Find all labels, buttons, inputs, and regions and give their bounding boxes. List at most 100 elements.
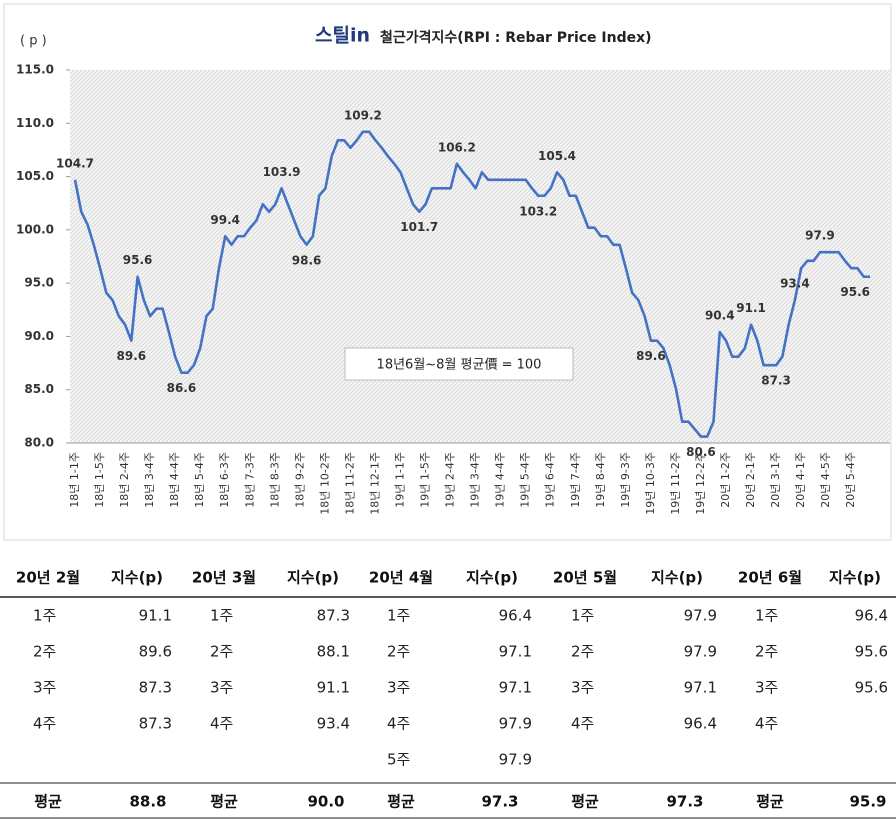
x-tick-label: 18년 5-4주 — [193, 452, 206, 508]
x-tick-label: 19년 6-4주 — [544, 452, 557, 508]
data-label: 99.4 — [210, 213, 240, 227]
x-tick-label: 18년 3-4주 — [143, 452, 156, 508]
index-value: 91.1 — [139, 607, 172, 625]
week-label: 1주 — [33, 607, 56, 625]
week-label: 2주 — [571, 643, 594, 661]
x-tick-label: 20년 1-2주 — [719, 452, 732, 508]
logo: 스틸in — [315, 25, 370, 47]
index-value: 96.4 — [499, 607, 532, 625]
average-label: 평균 — [387, 793, 415, 811]
x-tick-label: 18년 12-1주 — [368, 452, 381, 515]
week-label: 3주 — [33, 679, 56, 697]
x-tick-label: 19년 3-4주 — [469, 452, 482, 508]
data-label: 105.4 — [538, 149, 576, 163]
x-tick-label: 20년 2-1주 — [744, 452, 757, 508]
annotation-box — [344, 347, 574, 381]
data-label: 97.9 — [805, 229, 835, 243]
week-label: 4주 — [571, 715, 594, 733]
x-tick-label: 19년 8-4주 — [594, 452, 607, 508]
index-value: 97.1 — [499, 643, 532, 661]
x-tick-label: 18년 6-3주 — [218, 452, 231, 508]
x-tick-label: 19년 4-4주 — [494, 452, 507, 508]
column-header: 20년 4월 — [369, 569, 433, 587]
data-label: 89.6 — [117, 349, 147, 363]
index-value: 97.9 — [684, 607, 717, 625]
column-header: 20년 3월 — [192, 569, 256, 587]
x-tick-label: 18년 1-1주 — [68, 452, 81, 508]
data-label: 101.7 — [400, 220, 438, 234]
index-value: 97.1 — [499, 679, 532, 697]
x-tick-label: 18년 11-2주 — [343, 452, 356, 515]
chart-border — [3, 3, 892, 541]
week-label: 1주 — [210, 607, 233, 625]
y-tick-label: 85.0 — [24, 382, 54, 396]
y-tick-label: 105.0 — [16, 169, 54, 183]
x-tick-label: 18년 4-4주 — [168, 452, 181, 508]
week-label: 1주 — [755, 607, 778, 625]
index-value: 88.1 — [317, 643, 350, 661]
week-label: 2주 — [755, 643, 778, 661]
data-label: 87.3 — [761, 374, 791, 388]
x-tick-label: 18년 10-2주 — [318, 452, 331, 515]
x-tick-label: 19년 7-4주 — [569, 452, 582, 508]
y-axis-label: ( p ) — [20, 34, 47, 49]
column-header: 지수(p) — [466, 569, 518, 587]
index-value: 87.3 — [139, 679, 172, 697]
column-header: 지수(p) — [829, 569, 881, 587]
x-tick-label: 19년 2-4주 — [444, 452, 457, 508]
average-value: 95.9 — [849, 793, 886, 811]
x-tick-label: 20년 3-1주 — [769, 452, 782, 508]
y-tick-label: 115.0 — [16, 63, 54, 77]
data-label: 90.4 — [705, 309, 735, 323]
column-header: 20년 5월 — [553, 569, 617, 587]
index-value: 96.4 — [855, 607, 888, 625]
data-label: 91.1 — [736, 301, 766, 315]
week-label: 2주 — [387, 643, 410, 661]
y-tick-label: 110.0 — [16, 116, 54, 130]
week-label: 4주 — [210, 715, 233, 733]
index-value: 89.6 — [139, 643, 172, 661]
x-tick-label: 18년 9-2주 — [293, 452, 306, 508]
average-value: 90.0 — [307, 793, 344, 811]
y-tick-label: 100.0 — [16, 222, 54, 236]
week-label: 3주 — [210, 679, 233, 697]
chart-title: 철근가격지수(RPI : Rebar Price Index) — [380, 29, 652, 46]
index-value: 95.6 — [855, 679, 888, 697]
week-label: 4주 — [33, 715, 56, 733]
x-tick-label: 18년 7-3주 — [243, 452, 256, 508]
data-label: 103.2 — [519, 204, 557, 218]
y-tick-label: 95.0 — [24, 276, 54, 290]
week-label: 2주 — [33, 643, 56, 661]
data-label: 104.7 — [56, 156, 94, 170]
column-header: 지수(p) — [111, 569, 163, 587]
data-label: 89.6 — [636, 349, 666, 363]
average-value: 88.8 — [129, 793, 166, 811]
index-value: 91.1 — [317, 679, 350, 697]
index-value: 96.4 — [684, 715, 717, 733]
data-label: 95.6 — [123, 253, 153, 267]
average-value: 97.3 — [666, 793, 703, 811]
average-value: 97.3 — [481, 793, 518, 811]
data-label: 106.2 — [438, 140, 476, 154]
x-tick-label: 20년 4-1주 — [794, 452, 807, 508]
data-label: 109.2 — [344, 108, 382, 122]
index-value: 97.1 — [684, 679, 717, 697]
plot-area — [70, 70, 890, 443]
average-label: 평균 — [756, 793, 784, 811]
week-label: 4주 — [387, 715, 410, 733]
average-label: 평균 — [34, 793, 62, 811]
week-label: 3주 — [755, 679, 778, 697]
x-tick-label: 19년 5-4주 — [519, 452, 532, 508]
x-tick-label: 18년 8-3주 — [268, 452, 281, 508]
index-value: 93.4 — [317, 715, 350, 733]
series-line — [73, 130, 870, 438]
index-value: 97.9 — [499, 715, 532, 733]
x-tick-label: 18년 1-5주 — [93, 452, 106, 508]
x-tick-label: 19년 1-1주 — [394, 452, 407, 508]
y-tick-label: 80.0 — [24, 436, 54, 450]
column-header: 20년 2월 — [16, 569, 80, 587]
x-tick-label: 19년 11-2주 — [669, 452, 682, 515]
index-value: 97.9 — [684, 643, 717, 661]
